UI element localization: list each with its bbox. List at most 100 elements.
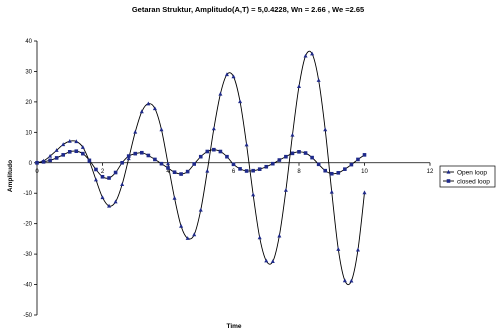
data-point xyxy=(54,148,59,152)
data-point xyxy=(336,247,341,251)
data-point xyxy=(67,138,72,143)
data-point xyxy=(355,247,360,252)
y-tick-label: -40 xyxy=(23,283,32,289)
data-point xyxy=(349,278,354,283)
data-point xyxy=(80,145,85,149)
data-point xyxy=(244,142,249,147)
data-point xyxy=(120,160,124,165)
data-point xyxy=(323,127,328,132)
data-point xyxy=(270,259,275,264)
legend-box xyxy=(439,165,496,188)
y-tick-label: -10 xyxy=(23,191,32,197)
data-point xyxy=(329,171,334,176)
data-point xyxy=(257,235,262,240)
data-point xyxy=(126,156,131,161)
data-point xyxy=(100,195,105,200)
y-tick-label: -30 xyxy=(23,252,32,258)
data-point xyxy=(211,126,216,131)
data-point xyxy=(316,78,321,82)
data-point xyxy=(251,168,255,173)
data-point xyxy=(290,151,295,156)
data-point xyxy=(48,153,53,158)
data-point xyxy=(310,51,315,56)
data-point xyxy=(271,161,275,166)
y-tick-label: -20 xyxy=(23,222,32,228)
data-point xyxy=(139,109,144,114)
legend-swatch-marker xyxy=(446,179,451,183)
data-point xyxy=(356,157,360,162)
x-tick-label: 8 xyxy=(297,169,301,175)
data-point xyxy=(93,177,98,182)
data-point xyxy=(74,139,79,144)
legend-swatch-marker xyxy=(446,169,451,174)
data-point xyxy=(146,101,151,106)
chart-title: Getaran Struktur, Amplitudo(A,T) = 5,0.4… xyxy=(132,5,364,14)
data-point xyxy=(212,147,216,152)
data-point xyxy=(35,160,39,165)
legend-label: Open loop xyxy=(457,169,487,176)
data-point xyxy=(349,162,354,167)
legend-item: Open loop xyxy=(443,169,487,176)
series-line xyxy=(36,50,365,286)
data-point xyxy=(198,154,203,159)
y-tick-label: 40 xyxy=(25,39,32,45)
data-point xyxy=(224,72,229,77)
x-tick-label: 2 xyxy=(101,169,105,175)
legend-label: closed loop xyxy=(457,178,490,185)
y-axis-label: Amplitudo xyxy=(7,160,14,192)
data-point xyxy=(81,151,85,156)
data-point xyxy=(152,106,157,111)
data-point xyxy=(336,171,341,175)
data-point xyxy=(113,170,118,175)
data-point xyxy=(140,150,144,155)
data-point xyxy=(205,168,210,173)
x-tick-label: 10 xyxy=(361,169,368,175)
data-point xyxy=(48,158,52,163)
data-point xyxy=(277,158,282,162)
data-point xyxy=(172,170,177,175)
data-point xyxy=(343,167,347,171)
data-point xyxy=(166,166,170,170)
data-point xyxy=(205,149,210,154)
data-point xyxy=(238,167,242,171)
legend-item: closed loop xyxy=(443,178,490,185)
data-point xyxy=(185,169,190,174)
data-point xyxy=(179,223,184,228)
data-point xyxy=(61,153,65,157)
data-point xyxy=(192,232,197,237)
data-point xyxy=(54,156,59,160)
data-point xyxy=(107,176,111,180)
data-point xyxy=(67,150,72,154)
data-point xyxy=(284,154,288,159)
data-point xyxy=(257,167,262,171)
data-point xyxy=(185,236,190,240)
data-point xyxy=(74,149,79,154)
y-tick-label: 10 xyxy=(25,130,32,136)
data-point xyxy=(94,167,98,172)
data-point xyxy=(225,154,229,159)
data-point xyxy=(133,151,138,156)
data-point xyxy=(297,150,301,154)
data-point xyxy=(218,149,223,154)
data-point xyxy=(329,189,334,194)
plot-area xyxy=(35,50,367,286)
data-point xyxy=(244,169,249,173)
data-point xyxy=(146,153,151,158)
x-tick-label: 0 xyxy=(35,169,39,175)
data-point xyxy=(107,203,112,208)
legend: Open loop closed loop xyxy=(439,165,496,188)
data-point xyxy=(179,172,183,176)
data-point xyxy=(251,192,256,197)
data-point xyxy=(323,168,327,173)
data-point xyxy=(120,182,125,186)
data-point xyxy=(362,153,367,157)
data-point xyxy=(159,161,164,166)
data-point xyxy=(231,162,236,167)
y-tick-label: -50 xyxy=(23,313,32,319)
data-point xyxy=(159,127,164,132)
data-point xyxy=(153,157,157,162)
data-point xyxy=(290,132,295,137)
y-tick-label: 20 xyxy=(25,100,32,106)
series-closed-loop xyxy=(35,147,367,180)
data-point xyxy=(264,258,269,263)
